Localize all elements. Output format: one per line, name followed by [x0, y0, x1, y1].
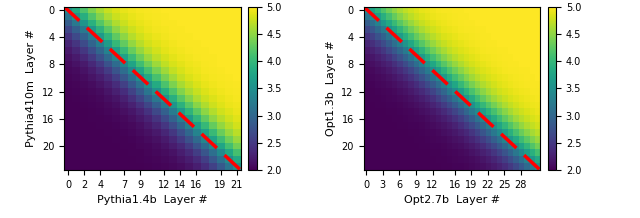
Y-axis label: Pythia410m  Layer #: Pythia410m Layer #	[26, 29, 36, 147]
X-axis label: Opt2.7b  Layer #: Opt2.7b Layer #	[404, 195, 500, 205]
X-axis label: Pythia1.4b  Layer #: Pythia1.4b Layer #	[97, 195, 208, 205]
Y-axis label: Opt1.3b  Layer #: Opt1.3b Layer #	[326, 40, 336, 136]
